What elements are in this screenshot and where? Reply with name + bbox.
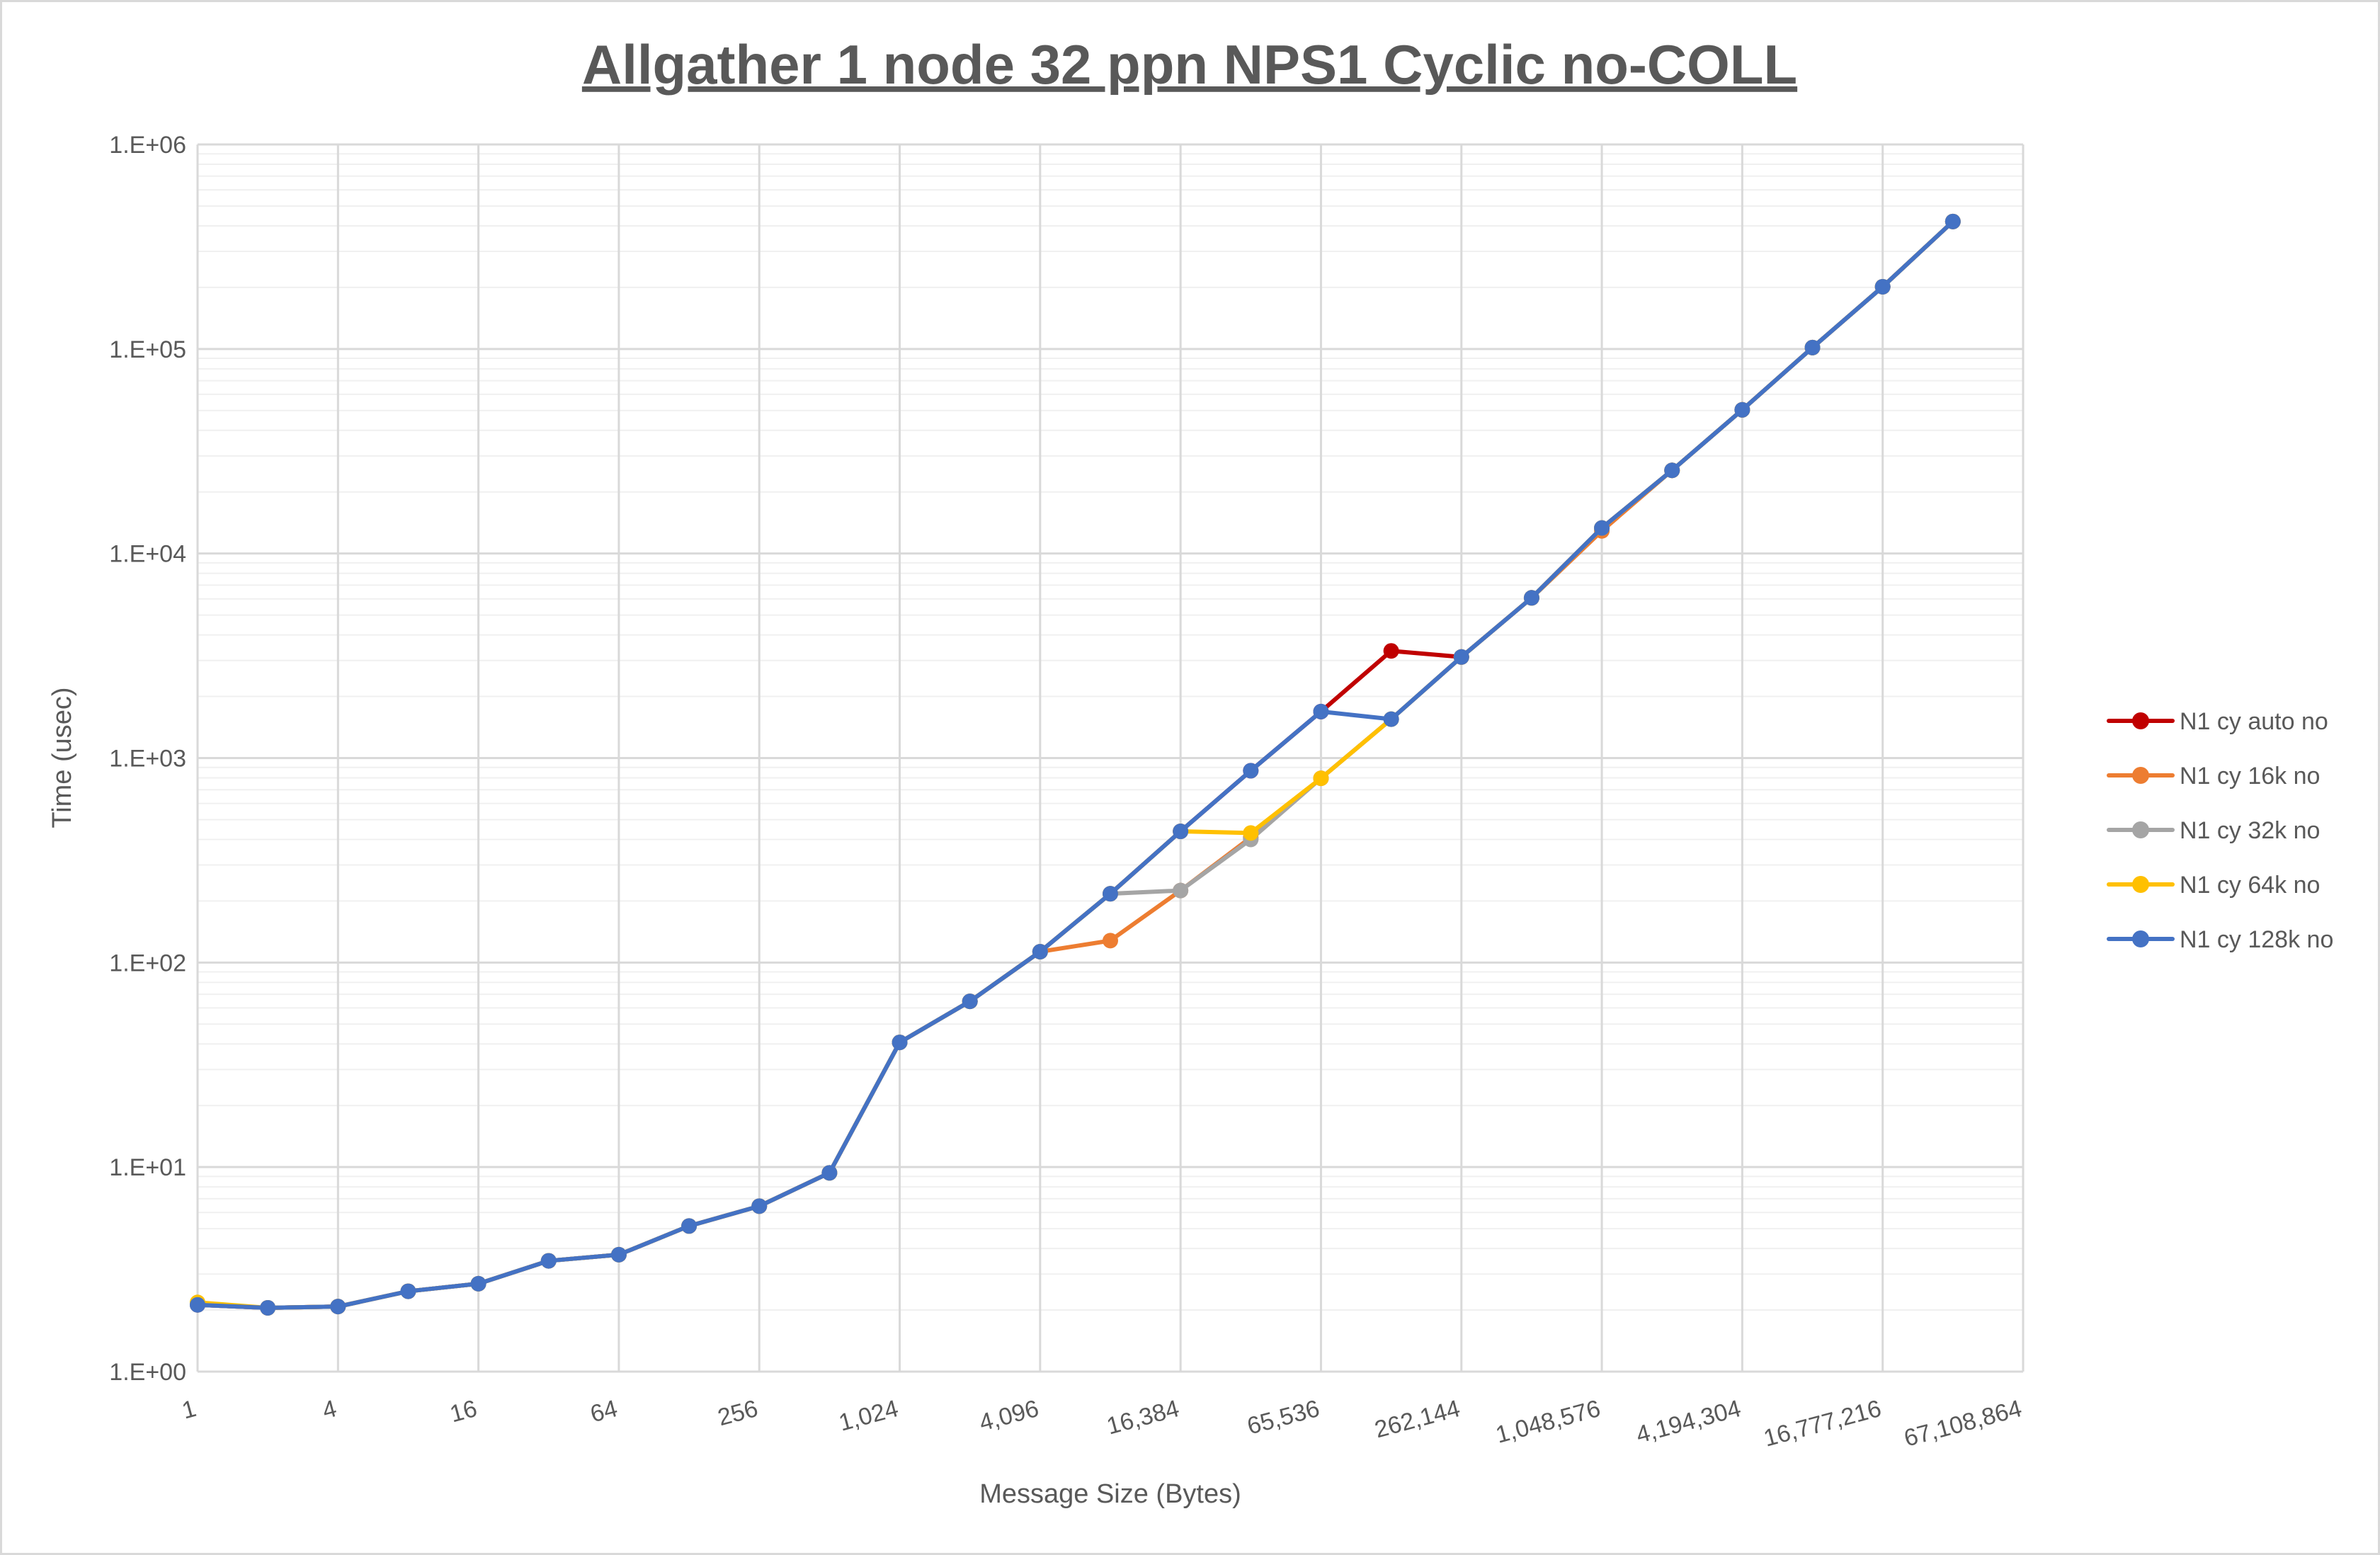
series-layer <box>190 213 1961 1316</box>
legend-item: N1 cy 16k no <box>2107 763 2320 790</box>
data-point <box>330 1299 346 1315</box>
data-point <box>1594 520 1610 536</box>
data-point <box>1313 703 1329 719</box>
data-point <box>1874 278 1891 295</box>
data-point <box>1945 213 1961 229</box>
legend-item: N1 cy 64k no <box>2107 872 2320 899</box>
data-point <box>1032 944 1048 960</box>
legend: N1 cy auto no N1 cy 16k no N1 cy 32k no N1 … <box>2107 708 2333 953</box>
legend-marker <box>2132 930 2149 947</box>
data-point <box>892 1035 908 1051</box>
data-point <box>821 1165 838 1181</box>
data-point <box>470 1275 486 1292</box>
data-point <box>962 993 978 1010</box>
y-tick-label: 1.E+04 <box>109 541 186 568</box>
data-point <box>751 1198 768 1214</box>
y-tick-label: 1.E+02 <box>109 950 186 976</box>
y-tick-label: 1.E+01 <box>109 1154 186 1181</box>
legend-label: N1 cy auto no <box>2180 708 2328 735</box>
series-line <box>197 220 1954 1310</box>
data-point <box>1383 711 1399 727</box>
legend-label: N1 cy 128k no <box>2180 926 2333 953</box>
legend-label: N1 cy 32k no <box>2180 817 2320 844</box>
data-point <box>1453 649 1469 665</box>
legend-item: N1 cy auto no <box>2107 708 2328 735</box>
data-point <box>1173 824 1189 840</box>
y-tick-label: 1.E+05 <box>109 336 186 363</box>
y-tick-label: 1.E+00 <box>109 1359 186 1386</box>
data-point <box>1173 882 1189 899</box>
legend-marker <box>2132 767 2149 784</box>
series-n1-cy-128k-no <box>190 213 1961 1316</box>
chart-title: Allgather 1 node 32 ppn NPS1 Cyclic no-C… <box>582 33 1797 96</box>
y-axis-label: Time (usec) <box>47 687 77 828</box>
legend-marker <box>2132 876 2149 893</box>
data-point <box>1734 401 1750 418</box>
data-point <box>1664 462 1680 479</box>
data-point <box>1313 770 1329 787</box>
legend-label: N1 cy 16k no <box>2180 763 2320 790</box>
y-tick-label: 1.E+03 <box>109 746 186 773</box>
grid <box>196 143 2025 1373</box>
legend-label: N1 cy 64k no <box>2180 872 2320 899</box>
data-point <box>681 1218 698 1234</box>
data-point <box>1804 339 1821 355</box>
legend-item: N1 cy 32k no <box>2107 817 2320 844</box>
y-tick-label: 1.E+06 <box>109 132 186 159</box>
legend-item: N1 cy 128k no <box>2107 926 2333 953</box>
data-point <box>1243 825 1259 841</box>
data-point <box>610 1246 627 1263</box>
data-point <box>1103 933 1118 949</box>
data-point <box>1243 763 1259 779</box>
data-point <box>400 1283 416 1299</box>
data-point <box>540 1253 557 1269</box>
data-point <box>1383 643 1399 659</box>
legend-marker <box>2132 712 2149 729</box>
data-point <box>190 1297 205 1313</box>
legend-marker <box>2132 821 2149 838</box>
data-point <box>1103 886 1118 902</box>
y-axis-ticks: 1.E+00 1.E+01 1.E+02 1.E+03 1.E+04 1.E+05 1.E+… <box>109 132 186 1386</box>
data-point <box>1523 590 1539 606</box>
x-axis-label: Message Size (Bytes) <box>979 1479 1241 1509</box>
data-point <box>260 1299 276 1316</box>
